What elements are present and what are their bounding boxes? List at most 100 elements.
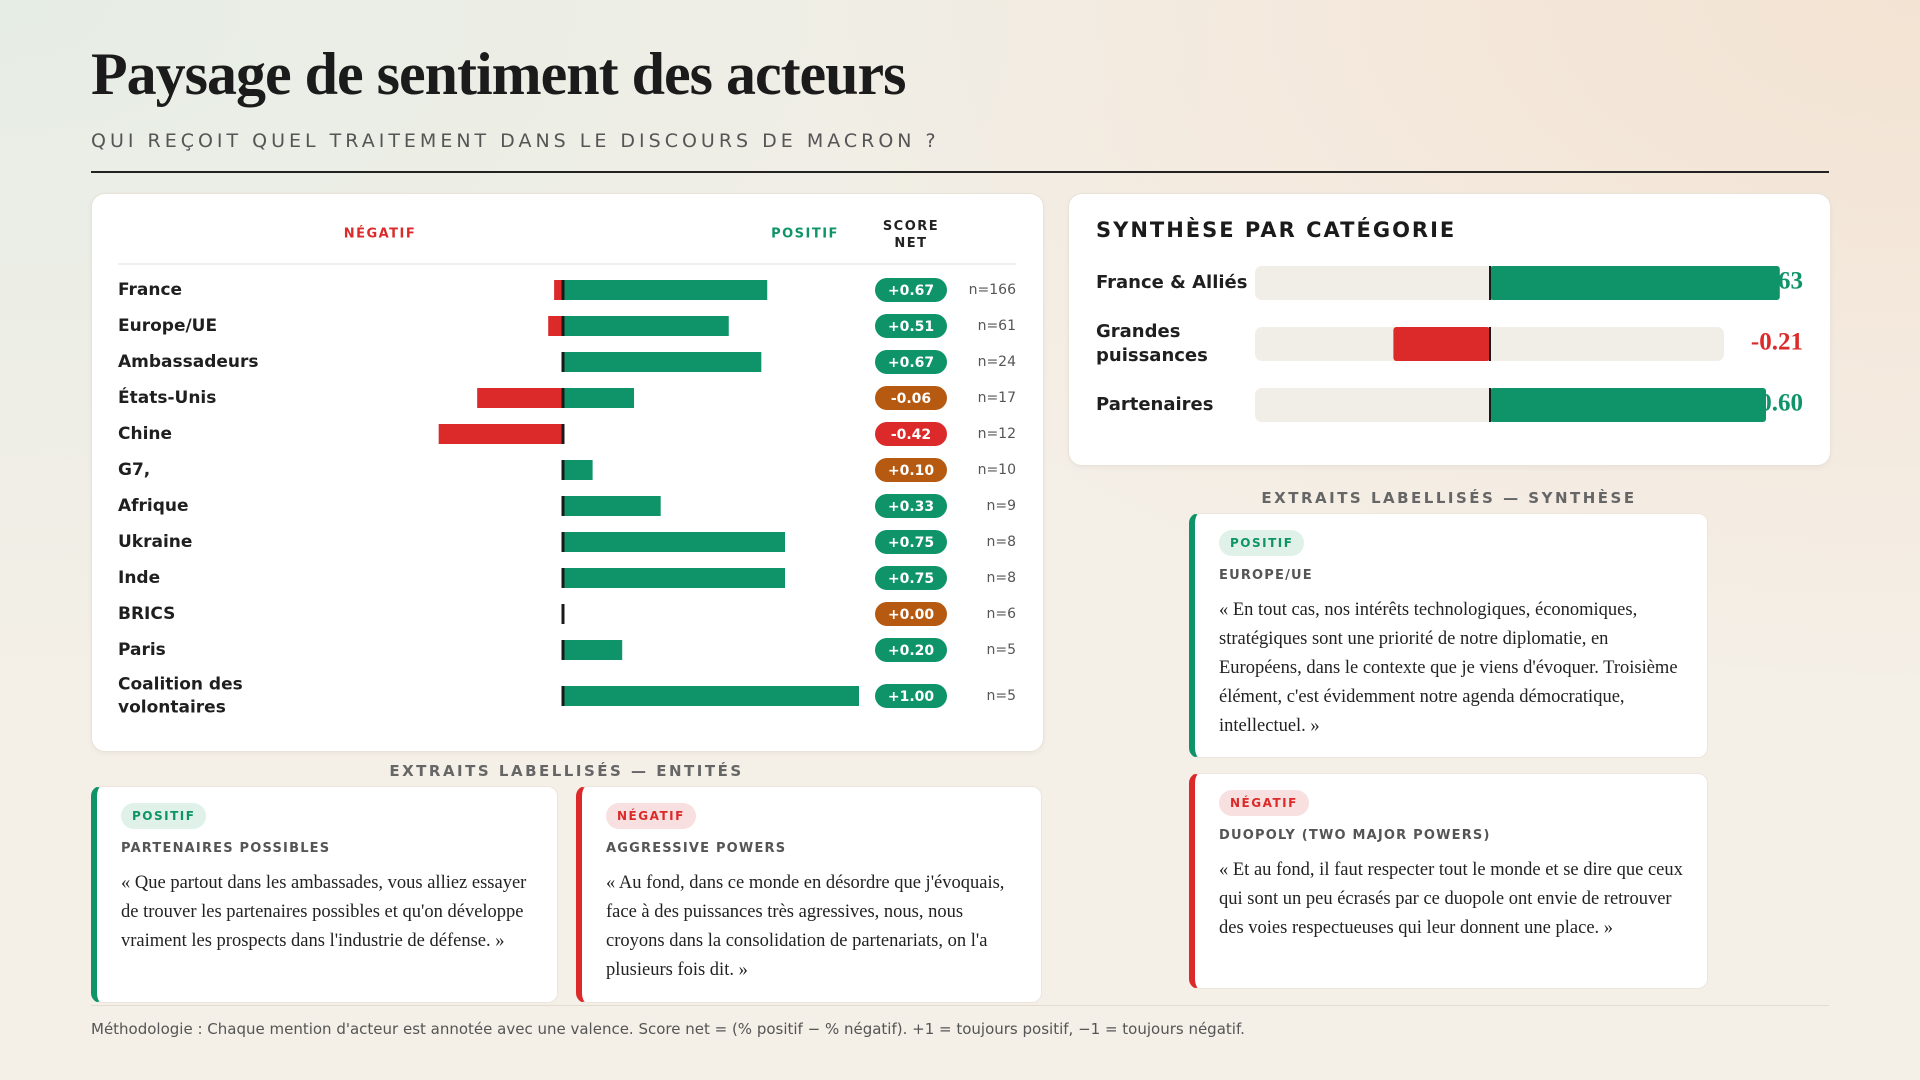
value-label: -0.21 xyxy=(1751,329,1803,356)
entity-label: EUROPE/UE xyxy=(1219,568,1313,583)
footer-rule xyxy=(91,1005,1829,1006)
score-label: +0.51 xyxy=(888,319,934,335)
negative-bar xyxy=(554,280,563,300)
legend-positive: POSITIF xyxy=(771,227,839,242)
score-label: +0.20 xyxy=(888,643,935,659)
legend-negative: NÉGATIF xyxy=(344,226,417,242)
score-pill xyxy=(875,684,947,708)
bar xyxy=(1393,327,1490,361)
entity-label: PARTENAIRES POSSIBLES xyxy=(121,841,331,856)
quote-text: « En tout cas, nos intérêts technologiqu… xyxy=(1219,600,1678,736)
score-label: +0.10 xyxy=(888,463,935,479)
quote-text: « Que partout dans les ambassades, vous … xyxy=(121,873,527,951)
score-label: +0.75 xyxy=(888,571,934,587)
positive-bar xyxy=(563,532,785,552)
quote-card: POSITIF PARTENAIRES POSSIBLES « Que part… xyxy=(91,786,558,1003)
entity-label: Ambassadeurs xyxy=(118,352,259,372)
count-label: n=166 xyxy=(969,282,1016,298)
footer-note: Méthodologie : Chaque mention d'acteur e… xyxy=(91,1020,1245,1038)
count-label: n=5 xyxy=(986,688,1016,704)
quote-card: NÉGATIF AGGRESSIVE POWERS « Au fond, dan… xyxy=(576,786,1042,1003)
negative-bar xyxy=(548,316,563,336)
category-label: France & Alliés xyxy=(1096,272,1247,293)
score-pill xyxy=(875,494,947,518)
count-label: n=17 xyxy=(978,390,1016,406)
count-label: n=8 xyxy=(986,534,1016,550)
positive-bar xyxy=(563,460,593,480)
category-label: Partenaires xyxy=(1096,394,1213,415)
score-label: -0.42 xyxy=(891,427,931,443)
entity-label: AGGRESSIVE POWERS xyxy=(606,841,787,856)
quote-card: POSITIF EUROPE/UE « En tout cas, nos int… xyxy=(1189,513,1708,758)
score-label: +0.33 xyxy=(888,499,934,515)
entity-label: Ukraine xyxy=(118,532,192,552)
score-pill xyxy=(875,602,947,626)
section-title: EXTRAITS LABELLISÉS — SYNTHÈSE xyxy=(1261,489,1637,507)
score-pill xyxy=(875,458,947,482)
negative-bar xyxy=(438,424,563,444)
count-label: n=8 xyxy=(986,570,1016,586)
entity-label: France xyxy=(118,280,182,300)
count-label: n=5 xyxy=(986,642,1016,658)
score-pill xyxy=(875,314,947,338)
entity-label: Inde xyxy=(118,568,160,588)
score-label: +0.75 xyxy=(888,535,934,551)
bar xyxy=(1490,266,1780,300)
count-label: n=10 xyxy=(978,462,1016,478)
entity-panel: NÉGATIF POSITIF SCORE NET France +0.67 n=166 Eu… xyxy=(91,193,1044,752)
score-pill xyxy=(875,566,947,590)
positive-bar xyxy=(563,686,859,706)
entity-label: Afrique xyxy=(118,496,189,516)
count-label: n=12 xyxy=(978,426,1016,442)
score-label: -0.06 xyxy=(891,391,931,407)
valence-pill: NÉGATIF xyxy=(606,803,696,829)
positive-bar xyxy=(563,640,623,660)
score-pill xyxy=(875,278,947,302)
category-label: Grandes puissances xyxy=(1096,321,1208,366)
positive-bar xyxy=(563,352,762,372)
section-title: EXTRAITS LABELLISÉS — ENTITÉS xyxy=(389,762,744,780)
score-label: +0.67 xyxy=(888,283,934,299)
score-pill xyxy=(875,638,947,662)
count-label: n=9 xyxy=(986,498,1016,514)
score-label: +0.00 xyxy=(888,607,935,623)
score-pill xyxy=(875,386,947,410)
page-title: Paysage de sentiment des acteurs xyxy=(91,41,907,107)
score-label: +0.67 xyxy=(888,355,934,371)
entity-label: Paris xyxy=(118,640,166,660)
entity-label: Europe/UE xyxy=(118,316,217,336)
positive-bar xyxy=(563,388,635,408)
positive-bar xyxy=(563,280,768,300)
entity-label: États-Unis xyxy=(118,386,216,408)
positive-bar xyxy=(563,568,785,588)
score-label: +1.00 xyxy=(888,689,935,705)
quote-text: « Au fond, dans ce monde en désordre que… xyxy=(606,873,1005,980)
quote-card: NÉGATIF DUOPOLY (TWO MAJOR POWERS) « Et … xyxy=(1189,773,1708,989)
score-pill xyxy=(875,350,947,374)
count-label: n=24 xyxy=(978,354,1017,370)
entity-chart: NÉGATIF POSITIF SCORE NET France +0.67 n=166 Eu… xyxy=(118,219,1017,718)
chart-title: SYNTHÈSE PAR CATÉGORIE xyxy=(1096,217,1456,242)
score-header: SCORE NET xyxy=(883,219,939,251)
bar xyxy=(1490,388,1766,422)
entity-label: G7, xyxy=(118,460,150,480)
quote-text: « Et au fond, il faut respecter tout le … xyxy=(1219,860,1683,938)
score-pill xyxy=(875,530,947,554)
entity-label: DUOPOLY (TWO MAJOR POWERS) xyxy=(1219,828,1491,843)
valence-pill: NÉGATIF xyxy=(1219,790,1309,816)
count-label: n=61 xyxy=(978,318,1016,334)
positive-bar xyxy=(563,496,661,516)
entity-label: BRICS xyxy=(118,604,175,624)
count-label: n=6 xyxy=(986,606,1016,622)
entity-label: Coalition des volontaires xyxy=(118,675,243,718)
subtitle: QUI REÇOIT QUEL TRAITEMENT DANS LE DISCO… xyxy=(91,130,940,152)
entity-label: Chine xyxy=(118,424,172,444)
score-pill xyxy=(875,422,947,446)
negative-bar xyxy=(477,388,563,408)
header-rule xyxy=(91,171,1829,173)
positive-bar xyxy=(563,316,729,336)
valence-pill: POSITIF xyxy=(121,803,207,829)
